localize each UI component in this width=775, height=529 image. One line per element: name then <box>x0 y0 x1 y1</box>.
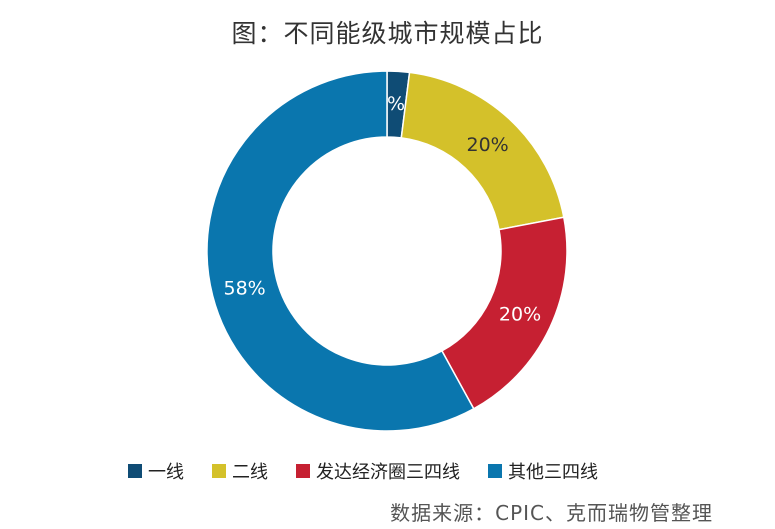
slice-other-tier34 <box>206 70 475 432</box>
data-source-note: 数据来源：CPIC、克而瑞物管整理 <box>390 501 713 525</box>
label-other-tier34: 58% <box>224 278 266 300</box>
legend-swatch-tier2 <box>212 464 226 478</box>
legend-label-other-tier34: 其他三四线 <box>508 462 598 483</box>
label-developed-tier34: 20% <box>499 304 541 326</box>
legend-item-developed-tier34: 发达经济圈三四线 <box>296 458 460 484</box>
legend-item-other-tier34: 其他三四线 <box>488 458 598 484</box>
legend-label-developed-tier34: 发达经济圈三四线 <box>316 462 460 483</box>
legend-label-tier1: 一线 <box>148 462 184 483</box>
chart-title: 图：不同能级城市规模占比 <box>231 19 544 48</box>
label-tier2: 20% <box>467 134 509 156</box>
legend-swatch-developed-tier34 <box>296 464 310 478</box>
legend-label-tier2: 二线 <box>232 462 268 483</box>
legend-item-tier2: 二线 <box>212 458 268 484</box>
legend-swatch-tier1 <box>128 464 142 478</box>
legend: 一线 二线 发达经济圈三四线 其他三四线 <box>128 458 598 484</box>
legend-item-tier1: 一线 <box>128 458 184 484</box>
legend-swatch-other-tier34 <box>488 464 502 478</box>
